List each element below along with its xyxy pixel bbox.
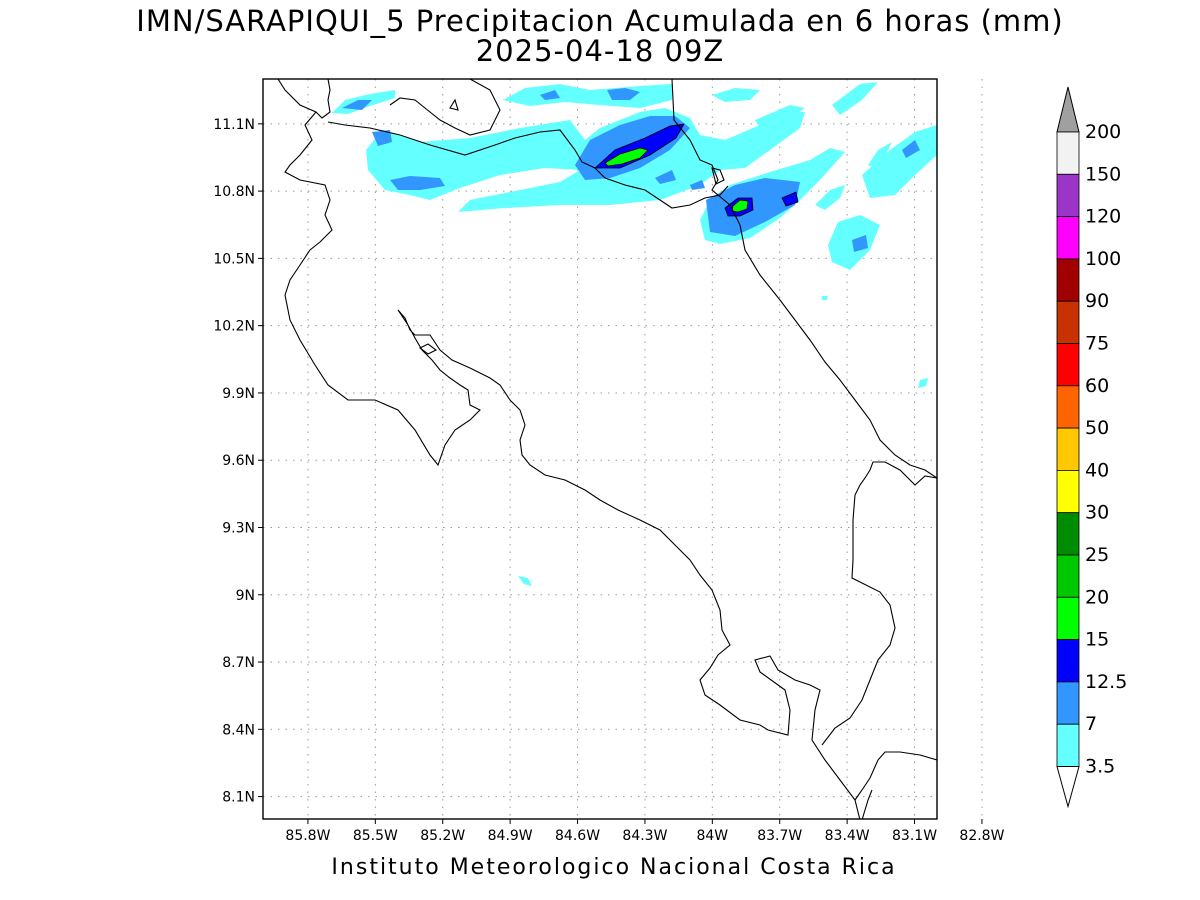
colorbar-swatch <box>1056 512 1080 556</box>
colorbar-swatch <box>1056 723 1080 767</box>
map-subtitle: 2025-04-18 09Z <box>475 34 725 68</box>
precip-area <box>372 130 392 146</box>
map-title: IMN/SARAPIQUI_5 Precipitacion Acumulada … <box>136 4 1064 38</box>
precip-area <box>655 170 676 184</box>
lat-tick-label: 8.4N <box>222 722 255 738</box>
colorbar-swatch <box>1056 427 1080 471</box>
precip-area <box>832 82 878 115</box>
colorbar-swatch <box>1056 681 1080 725</box>
colorbar-bottom-arrow <box>1056 766 1080 809</box>
colorbar-label: 25 <box>1085 544 1109 566</box>
precip-area <box>902 140 920 158</box>
lat-tick-label: 10.5N <box>213 251 255 267</box>
panama-border-south <box>861 789 873 819</box>
colorbar-swatch <box>1056 554 1080 598</box>
lat-tick-label: 9.3N <box>222 520 255 536</box>
lat-tick-label: 10.8N <box>213 184 255 200</box>
precip-area <box>868 142 892 168</box>
colorbar-swatch <box>1056 216 1080 260</box>
precip-area <box>755 105 805 128</box>
colorbar-swatch <box>1056 258 1080 302</box>
pacific-coast <box>284 111 861 819</box>
gulf-island <box>418 343 438 355</box>
colorbar-label: 3.5 <box>1085 756 1115 778</box>
precip-core <box>604 147 649 167</box>
precip-area <box>607 88 640 100</box>
colorbar-swatch <box>1056 596 1080 640</box>
colorbar-label: 40 <box>1085 459 1109 481</box>
precip-area <box>852 235 868 252</box>
longitude-axis-labels: 85.8W 85.5W 85.2W 84.9W 84.6W 84.3W 84W 83.7W 83… <box>285 819 1005 844</box>
precip-area <box>815 185 845 210</box>
lon-tick-label: 84.3W <box>622 828 667 844</box>
colorbar-label: 120 <box>1085 206 1121 228</box>
coastline-boundaries <box>277 79 937 819</box>
lat-tick-label: 9.9N <box>222 386 255 402</box>
lat-tick-label: 10.2N <box>213 319 255 335</box>
colorbar-top-arrow <box>1056 86 1080 133</box>
lat-tick-label: 8.7N <box>222 655 255 671</box>
precip-area <box>390 176 445 190</box>
lon-tick-label: 83.1W <box>892 828 937 844</box>
lon-tick-label: 82.8W <box>959 828 1004 844</box>
colorbar-label: 200 <box>1085 121 1121 143</box>
nicaragua-costa-rica-border <box>327 121 729 209</box>
pacific-coast <box>821 461 937 746</box>
colorbar-label: 15 <box>1085 629 1109 651</box>
caribbean-coast <box>671 79 937 479</box>
precip-area <box>822 296 828 300</box>
colorbar-swatch <box>1056 385 1080 429</box>
latitude-axis-labels: 11.1N 10.8N 10.5N 10.2N 9.9N 9.6N 9.3N 9N 8.7N 8.… <box>213 117 263 806</box>
colorbar-label: 7 <box>1085 713 1097 735</box>
map-frame <box>262 78 938 820</box>
precipitation-colorbar: 200 150 120 100 90 75 60 50 40 30 25 20 15 12.5 7 3.5 <box>1056 86 1127 809</box>
colorbar-swatch <box>1056 173 1080 218</box>
lat-tick-label: 9.6N <box>222 453 255 469</box>
precip-area <box>540 90 560 100</box>
lon-tick-label: 84.6W <box>555 828 600 844</box>
precip-area <box>862 125 937 198</box>
precip-area <box>781 191 799 207</box>
lon-tick-label: 85.8W <box>285 828 330 844</box>
lat-tick-label: 9N <box>236 588 255 604</box>
lon-tick-label: 83.4W <box>825 828 870 844</box>
colorbar-swatch <box>1056 469 1080 514</box>
lon-tick-label: 83.7W <box>757 828 802 844</box>
lat-tick-label: 8.1N <box>222 790 255 806</box>
precip-area <box>518 576 532 586</box>
lon-tick-label: 85.5W <box>353 828 398 844</box>
colorbar-label: 20 <box>1085 586 1109 608</box>
nicaragua-coast <box>277 79 331 119</box>
colorbar-swatch <box>1056 300 1080 344</box>
colorbar-label: 50 <box>1085 417 1109 439</box>
lake-outline <box>449 98 459 111</box>
colorbar-swatch <box>1056 639 1080 683</box>
lon-tick-label: 84.9W <box>488 828 533 844</box>
lon-tick-label: 84W <box>696 828 728 844</box>
colorbar-label: 60 <box>1085 375 1109 397</box>
lat-tick-label: 11.1N <box>213 117 255 133</box>
colorbar-swatch <box>1056 131 1080 175</box>
colorbar-label: 100 <box>1085 248 1121 270</box>
precip-area <box>503 84 672 108</box>
lon-tick-label: 85.2W <box>420 828 465 844</box>
precip-core <box>731 199 749 213</box>
precip-area <box>342 100 372 110</box>
colorbar-label: 12.5 <box>1085 671 1127 693</box>
colorbar-label: 90 <box>1085 290 1109 312</box>
colorbar-label: 30 <box>1085 502 1109 524</box>
nicaragua-coast <box>389 79 501 136</box>
precip-area <box>690 180 705 190</box>
lake-outline <box>711 167 725 185</box>
footer-credit: Instituto Meteorologico Nacional Costa R… <box>331 855 897 880</box>
burica-peninsula <box>854 751 937 801</box>
precip-area <box>918 378 928 388</box>
colorbar-label: 150 <box>1085 163 1121 185</box>
precipitation-shading <box>332 82 937 586</box>
precip-area <box>712 88 760 102</box>
colorbar-label: 75 <box>1085 333 1109 355</box>
colorbar-swatch <box>1056 343 1080 387</box>
